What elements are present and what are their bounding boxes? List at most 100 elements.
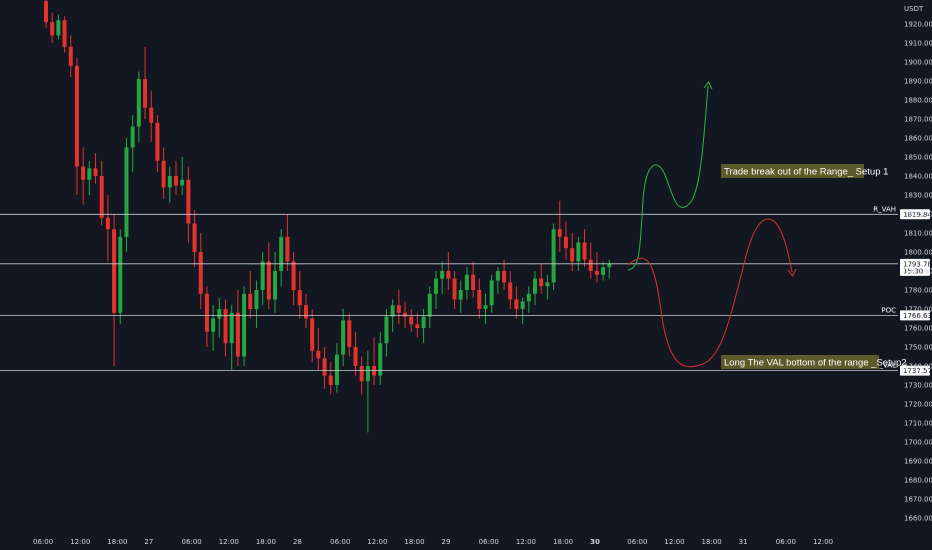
x-tick-label: 18:00	[702, 538, 722, 546]
candle-body	[87, 168, 92, 180]
candle-body	[242, 293, 247, 357]
candle-body	[118, 236, 123, 313]
candle	[254, 280, 259, 328]
candle-body	[483, 305, 488, 309]
y-tick-label: 1880.00	[904, 97, 932, 105]
candle	[211, 305, 216, 351]
candle	[56, 14, 61, 40]
candle	[242, 286, 247, 366]
candle	[557, 200, 562, 252]
level-name: R_VAL	[875, 362, 896, 370]
candle-body	[588, 259, 593, 271]
candle	[173, 160, 178, 195]
candle-body	[533, 278, 538, 294]
candle-body	[291, 261, 296, 290]
candle-body	[514, 299, 519, 309]
candle	[266, 242, 271, 309]
y-tick-label: 1910.00	[904, 40, 932, 48]
candle	[279, 229, 284, 287]
candle-body	[310, 318, 315, 351]
candle	[433, 271, 438, 309]
candle	[124, 138, 129, 252]
x-tick-label: 12:00	[664, 538, 684, 546]
candle	[427, 286, 432, 328]
x-tick-label: 18:00	[107, 538, 127, 546]
candle-body	[341, 320, 346, 355]
x-tick-label: 29	[442, 538, 451, 546]
candle	[464, 267, 469, 300]
level-price: 1766.63	[903, 312, 932, 320]
candle-body	[409, 316, 414, 325]
candle-body	[143, 79, 148, 108]
y-tick-label: 1800.00	[904, 249, 932, 257]
candle	[353, 331, 358, 376]
candle	[248, 271, 253, 319]
y-axis-unit: USDT	[904, 5, 924, 13]
candle	[167, 166, 172, 203]
candle	[545, 274, 550, 300]
candle-body	[217, 309, 222, 319]
x-axis: 06:00 12:00 18:00 27 06:00 12:00 18:00 28 06:00 1…	[33, 538, 833, 546]
candle-body	[56, 20, 61, 36]
candle-body	[415, 324, 420, 328]
y-tick-label: 1680.00	[904, 477, 932, 485]
level-price-tag	[900, 209, 930, 220]
x-tick-label: 18:00	[553, 538, 573, 546]
candle	[161, 147, 166, 199]
candle	[495, 267, 500, 294]
annotation-setup2: Long The VAL bottom of the range _Setup2	[724, 358, 907, 369]
level-price-tag	[900, 365, 930, 376]
candle-body	[68, 46, 73, 66]
candle-body	[452, 278, 457, 300]
y-tick-label: 1820.00	[904, 211, 932, 219]
candle-body	[502, 271, 507, 283]
candle-body	[365, 366, 370, 382]
projection-path-down	[627, 218, 793, 368]
candle-body	[192, 223, 197, 252]
candle	[415, 312, 420, 338]
x-tick-label: 12:00	[219, 538, 239, 546]
candle	[508, 271, 513, 309]
annotation-setup1-box	[721, 164, 864, 178]
candle-body	[186, 179, 191, 224]
candle	[74, 58, 79, 195]
candle-body	[198, 252, 203, 294]
candle-body	[99, 176, 104, 218]
level-price: 1737.57	[903, 367, 932, 375]
y-tick-label: 1770.00	[904, 306, 932, 314]
candle-body	[173, 176, 178, 186]
candle-body	[81, 166, 86, 180]
candle	[576, 236, 581, 271]
candle-body	[93, 168, 98, 176]
candle-body	[403, 312, 408, 317]
candle	[155, 115, 160, 173]
candle	[446, 252, 451, 290]
candle-body	[353, 347, 358, 366]
candle-body	[563, 236, 568, 249]
x-tick-label: 18:00	[256, 538, 276, 546]
candle	[81, 147, 86, 205]
y-tick-label: 1740.00	[904, 363, 932, 371]
candle	[563, 221, 568, 260]
level-countdown: 15:30	[903, 267, 923, 275]
candle	[396, 290, 401, 325]
candle-body	[161, 160, 166, 188]
y-tick-label: 1900.00	[904, 59, 932, 67]
x-tick-label: 06:00	[182, 538, 202, 546]
candle-body	[421, 316, 426, 328]
candle-body	[297, 290, 302, 306]
candle-body	[520, 301, 525, 309]
x-tick-label: 18:00	[404, 538, 424, 546]
candle	[310, 309, 315, 363]
candle-body	[266, 261, 271, 300]
x-tick-label: 06:00	[627, 538, 647, 546]
candle-body	[551, 229, 556, 283]
candle	[130, 115, 135, 173]
candle-body	[322, 358, 327, 376]
candle	[204, 286, 209, 347]
candle	[297, 271, 302, 319]
y-tick-label: 1860.00	[904, 135, 932, 143]
candle-body	[390, 305, 395, 317]
candle	[62, 16, 67, 53]
